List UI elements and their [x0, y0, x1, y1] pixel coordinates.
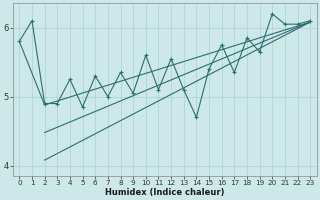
X-axis label: Humidex (Indice chaleur): Humidex (Indice chaleur)	[105, 188, 225, 197]
